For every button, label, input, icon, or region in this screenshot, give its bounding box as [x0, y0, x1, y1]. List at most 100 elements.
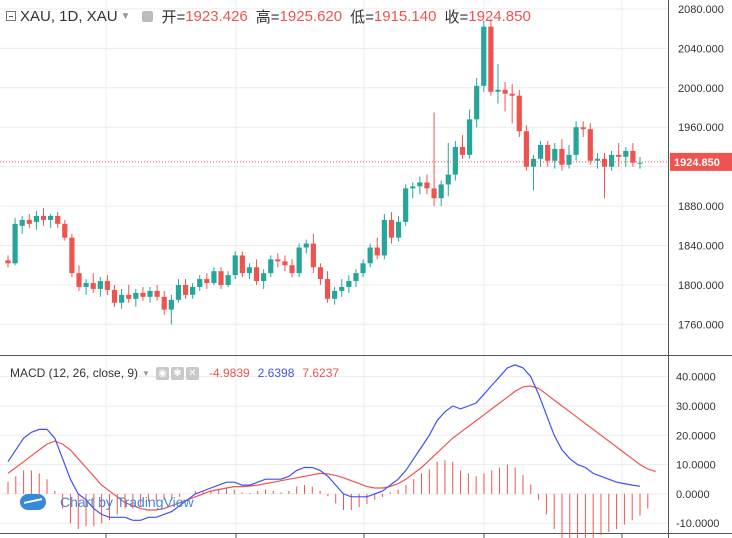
candle-body — [388, 219, 395, 238]
candle-body — [573, 127, 579, 155]
candle-body — [261, 273, 267, 282]
candle-body — [26, 219, 32, 224]
candle-body — [630, 150, 636, 163]
candle-body — [33, 215, 40, 222]
candle-body — [211, 271, 217, 284]
macd-tick-label: 30.0000 — [676, 401, 716, 413]
candle-body — [324, 279, 331, 299]
candle-body — [76, 273, 82, 287]
candle-body — [367, 247, 373, 264]
settings-square-icon[interactable] — [142, 10, 154, 22]
candle-body — [545, 144, 551, 161]
candle-body — [424, 182, 430, 189]
candle-body — [466, 119, 473, 155]
price-tick-label: 1760.000 — [678, 319, 724, 331]
symbol-label[interactable]: XAU, 1D, XAU — [20, 7, 118, 25]
tradingview-watermark[interactable]: Chart by TradingView — [20, 494, 194, 510]
candle-body — [445, 174, 451, 185]
price-tick-label: 2080.000 — [678, 4, 724, 16]
candle-body — [12, 223, 18, 264]
candle-body — [310, 243, 316, 268]
candle-body — [246, 267, 253, 274]
candle-body — [119, 294, 125, 303]
candle-body — [204, 279, 210, 284]
gear-icon[interactable]: ✱ — [170, 366, 184, 380]
candle-body — [374, 247, 380, 256]
price-tick-label: 1960.000 — [678, 122, 724, 134]
candle-body — [488, 26, 494, 92]
candle-body — [452, 146, 458, 175]
candle-body — [133, 292, 139, 299]
macd-value: 2.6398 — [257, 366, 295, 380]
last-price-tag — [670, 152, 732, 171]
candle-body — [275, 259, 281, 262]
candle-body — [608, 154, 615, 167]
candle-body — [97, 281, 103, 289]
macd-tick-label: 20.0000 — [676, 430, 716, 442]
open-value: 1923.426 — [185, 7, 248, 25]
high-label: 高= — [255, 8, 280, 26]
candle-body — [587, 129, 593, 161]
chevron-down-icon[interactable]: ▼ — [142, 368, 150, 378]
candle-body — [552, 148, 558, 161]
price-legend: XAU, 1D, XAU ▼ 开= 1923.426 高= 1925.620 低= 1… — [6, 6, 531, 26]
candle-body — [140, 292, 146, 297]
candle-body — [616, 154, 622, 157]
candle-body — [339, 286, 345, 291]
candle-body — [481, 26, 487, 86]
low-value: 1915.140 — [373, 7, 437, 25]
price-tick-label: 2040.000 — [678, 43, 724, 55]
close-icon[interactable]: ✕ — [185, 366, 199, 380]
candle-body — [289, 265, 295, 274]
candle-body — [566, 154, 572, 165]
price-tick-label: 1800.000 — [678, 280, 724, 292]
macd-label[interactable]: MACD (12, 26, close, 9) — [10, 366, 139, 380]
candle-body — [530, 158, 537, 167]
candle-body — [502, 89, 508, 94]
candle-body — [218, 271, 224, 285]
candle-body — [239, 255, 245, 274]
candle-body — [40, 215, 47, 220]
macd-tick-label: 0.0000 — [676, 489, 710, 501]
candle-body — [48, 215, 54, 220]
candle-body — [154, 290, 160, 297]
candle-body — [182, 284, 189, 295]
candle-body — [111, 289, 118, 303]
signal-value: 7.6237 — [302, 366, 340, 380]
eye-icon[interactable]: ◉ — [155, 366, 169, 380]
candle-body — [19, 219, 25, 226]
price-tick-label: 1880.000 — [678, 201, 724, 213]
candle-body — [459, 146, 466, 155]
close-label: 收= — [444, 8, 469, 26]
candle-body — [594, 158, 600, 161]
candle-body — [523, 131, 529, 167]
high-value: 1925.620 — [279, 7, 343, 25]
open-label: 开= — [161, 8, 186, 26]
candle-body — [381, 219, 387, 256]
candle-body — [69, 237, 75, 274]
low-label: 低= — [350, 8, 374, 26]
candle-body — [253, 267, 260, 282]
chevron-down-icon[interactable]: ▼ — [120, 10, 131, 22]
candle-body — [303, 243, 309, 248]
collapse-icon[interactable] — [6, 11, 16, 21]
close-value: 1924.850 — [468, 7, 531, 25]
macd-tick-label: -10.0000 — [676, 518, 719, 530]
last-price-label: 1924.850 — [674, 157, 720, 169]
price-tick-label: 1840.000 — [678, 241, 724, 253]
tradingview-logo-icon — [20, 494, 46, 510]
macd-tick-label: 10.0000 — [676, 460, 716, 472]
candle-body — [360, 263, 366, 274]
candle-body — [438, 184, 444, 199]
macd-line — [7, 364, 641, 521]
candle-body — [403, 188, 409, 222]
candle-body — [197, 279, 203, 287]
candle-body — [495, 89, 501, 92]
macd-legend: MACD (12, 26, close, 9) ▼ ◉ ✱ ✕ -4.9839 … — [10, 364, 339, 382]
watermark-text: Chart by TradingView — [60, 494, 194, 510]
candle-body — [126, 294, 132, 299]
candle-body — [623, 150, 629, 157]
candle-body — [317, 267, 324, 280]
candle-body — [282, 261, 288, 266]
